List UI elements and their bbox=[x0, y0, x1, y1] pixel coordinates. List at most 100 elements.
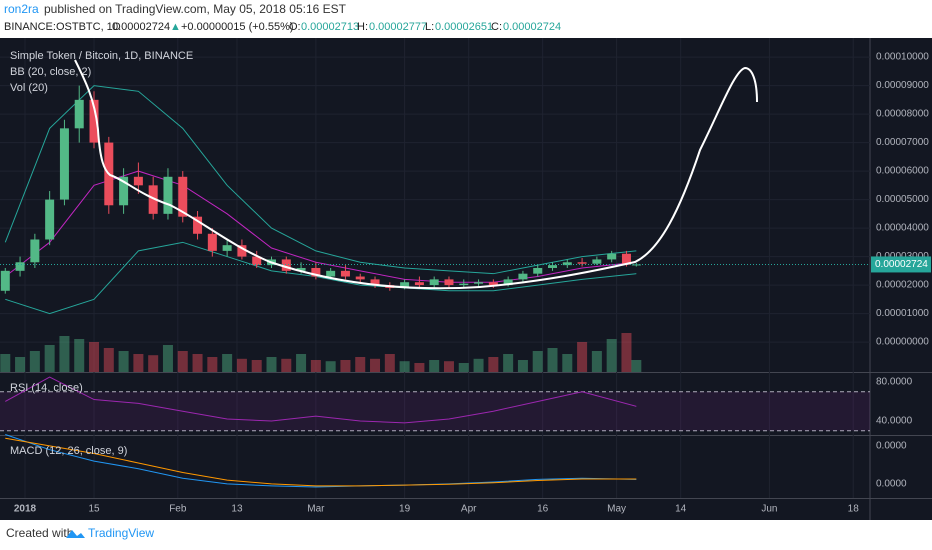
volume-bar bbox=[296, 354, 307, 372]
candle-body bbox=[444, 279, 454, 286]
volume-bar bbox=[148, 355, 159, 372]
author[interactable]: ron2ra bbox=[4, 2, 39, 16]
x-tick-label: Feb bbox=[169, 504, 187, 515]
last-price-label: 0.00002724 bbox=[875, 259, 928, 270]
x-tick-label: 2018 bbox=[14, 504, 37, 515]
candle-body bbox=[355, 276, 365, 280]
volume-bar bbox=[443, 361, 454, 372]
candle-body bbox=[133, 176, 143, 186]
candle-body bbox=[621, 253, 631, 265]
candle-body bbox=[148, 185, 158, 214]
candle-body bbox=[0, 270, 10, 291]
macd-legend: MACD (12, 26, close, 9) bbox=[10, 445, 127, 457]
candle-body bbox=[45, 199, 55, 240]
last: 0.00002724 bbox=[112, 21, 170, 33]
volume-bar bbox=[340, 360, 351, 372]
volume-bar bbox=[44, 345, 55, 372]
candle-body bbox=[59, 128, 69, 200]
candle-body bbox=[15, 262, 25, 271]
y-tick-label: 0.00008000 bbox=[876, 109, 929, 120]
volume-bar bbox=[473, 358, 484, 372]
candle-body bbox=[577, 262, 587, 264]
volume-bar bbox=[517, 360, 528, 372]
volume-bar bbox=[207, 357, 218, 372]
volume-bar bbox=[236, 358, 247, 372]
volume-bar bbox=[74, 339, 85, 372]
candle-body bbox=[429, 279, 439, 286]
candle-body bbox=[414, 282, 424, 286]
candle-body bbox=[252, 256, 262, 266]
y-tick-label: 0.00001000 bbox=[876, 308, 929, 319]
volume-bar bbox=[547, 348, 558, 372]
volume-bar bbox=[310, 360, 321, 372]
y-tick-label: 0.00006000 bbox=[876, 166, 929, 177]
h-label: H: bbox=[357, 21, 368, 33]
y-tick-label: 0.00000000 bbox=[876, 337, 929, 348]
candle-body bbox=[400, 282, 410, 288]
volume-bar bbox=[503, 354, 514, 372]
legend-entry: Vol (20) bbox=[10, 82, 48, 94]
x-tick-label: 19 bbox=[399, 504, 411, 515]
volume-bar bbox=[133, 354, 144, 372]
logo bbox=[66, 530, 85, 538]
candle-body bbox=[296, 267, 306, 271]
volume-bar bbox=[103, 348, 114, 372]
volume-bar bbox=[621, 333, 632, 372]
candle-body bbox=[607, 253, 617, 260]
l-label: L: bbox=[425, 21, 434, 33]
candle-body bbox=[562, 262, 572, 266]
candle-body bbox=[163, 176, 173, 214]
volume-bar bbox=[177, 351, 188, 372]
rsi-band-fill bbox=[0, 391, 870, 431]
published: published on TradingView.com, May 05, 20… bbox=[44, 2, 347, 16]
candle-body bbox=[533, 267, 543, 274]
bb-upper bbox=[4, 85, 637, 275]
y-tick-label: 0.00010000 bbox=[876, 52, 929, 63]
candle-body bbox=[74, 99, 84, 129]
candle-body bbox=[326, 270, 336, 277]
rsi-legend: RSI (14, close) bbox=[10, 382, 83, 394]
macd-macd bbox=[5, 434, 637, 488]
candle-body bbox=[89, 99, 99, 143]
candle-body bbox=[503, 279, 513, 286]
macd-tick-label: 0.0000 bbox=[876, 479, 907, 490]
change: +0.00000015 (+0.55%) bbox=[181, 21, 294, 33]
volume-bar bbox=[266, 357, 277, 372]
volume-bar bbox=[15, 357, 26, 372]
x-tick-label: Apr bbox=[461, 504, 477, 515]
c: 0.00002724 bbox=[503, 21, 561, 33]
volume-bar bbox=[192, 354, 203, 372]
candle-body bbox=[592, 259, 602, 264]
candle-body bbox=[207, 233, 217, 251]
volume-bar bbox=[429, 360, 440, 372]
c-label: C: bbox=[491, 21, 502, 33]
arrow: ▲ bbox=[170, 21, 181, 33]
created-with: Created with bbox=[6, 526, 73, 540]
candle-body bbox=[178, 176, 188, 217]
last-price-box bbox=[871, 256, 931, 273]
volume-bar bbox=[384, 354, 395, 372]
candle-body bbox=[518, 273, 528, 280]
brand[interactable]: TradingView bbox=[88, 526, 154, 540]
legend-entry: Simple Token / Bitcoin, 1D, BINANCE bbox=[10, 50, 193, 62]
x-tick-label: 13 bbox=[231, 504, 243, 515]
y-tick-label: 0.00005000 bbox=[876, 194, 929, 205]
volume-bar bbox=[59, 336, 70, 372]
candle-body bbox=[488, 282, 498, 286]
x-tick-label: May bbox=[607, 504, 626, 515]
candle-body bbox=[281, 259, 291, 271]
volume-bar bbox=[399, 361, 410, 372]
volume-bar bbox=[591, 351, 602, 372]
y-tick-label: 0.00002000 bbox=[876, 280, 929, 291]
candle-body bbox=[119, 176, 129, 206]
macd-tick-label: 0.0000 bbox=[876, 441, 907, 452]
x-tick-label: 15 bbox=[88, 504, 100, 515]
rsi-tick-label: 80.0000 bbox=[876, 377, 913, 388]
x-tick-label: Mar bbox=[307, 504, 325, 515]
l: 0.00002651 bbox=[435, 21, 493, 33]
plot: 2018 15 Feb 13 Mar 19 Apr 16 May 14 Jun 18 0.0000000… bbox=[0, 38, 931, 515]
volume-bar bbox=[414, 363, 425, 372]
volume-bar bbox=[488, 357, 499, 372]
